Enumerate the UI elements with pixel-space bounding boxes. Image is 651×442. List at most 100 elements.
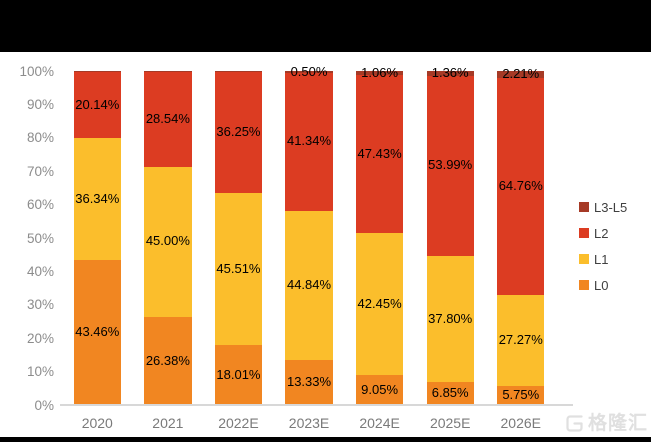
x-axis-line (60, 404, 573, 406)
data-label-L3-L5-2024E: 1.06% (361, 64, 399, 80)
bottom-black-bar (0, 437, 651, 442)
legend-label-L0: L0 (594, 277, 609, 293)
y-axis-tick-70pct: 70% (26, 163, 54, 179)
stacked-bar-2020 (73, 71, 121, 405)
data-label-L0-2026E: 5.75% (502, 387, 540, 403)
bar-segment-L0-2024E (355, 374, 404, 405)
stacked-bar-2025E (426, 71, 474, 405)
data-label-L0-2022E: 18.01% (216, 366, 261, 382)
bar-segment-L0-2026E (497, 385, 545, 405)
legend-swatch-L1 (579, 254, 589, 264)
legend-label-L1: L1 (594, 251, 609, 267)
legend-label-L3-L5: L3-L5 (594, 199, 628, 215)
bar-segment-L1-2020 (73, 138, 121, 260)
bar-column-2025E: 6.85% 37.80% 53.99% 1.36% 2025E (415, 65, 486, 430)
legend-item-L2: L2 (579, 223, 627, 243)
bar-segment-L2-2025E (426, 75, 474, 256)
gelonghui-watermark: 格隆汇 (564, 413, 648, 434)
bar-segment-L0-2025E (426, 382, 474, 405)
bar-segment-L2-2022E (214, 71, 263, 193)
y-axis-tick-40pct: 40% (26, 263, 54, 279)
data-label-L0-2024E: 9.05% (361, 381, 399, 397)
data-label-L1-2025E: 37.80% (428, 310, 473, 326)
data-label-L1-2021: 45.00% (145, 233, 190, 249)
gelonghui-logo-text: 格隆汇 (587, 413, 648, 434)
data-label-L2-2021: 28.54% (145, 110, 190, 126)
legend-item-L1: L1 (579, 249, 627, 269)
plot-area: 43.46% 36.34% 20.14% 2020 26.38% 45.00% 28.54%… (62, 64, 556, 430)
bar-column-2023E: 13.33% 44.84% 41.34% 0.50% 2023E (274, 64, 345, 430)
legend-swatch-L0 (579, 280, 589, 290)
data-label-L0-2025E: 6.85% (431, 385, 469, 401)
stacked-bar-2023E (285, 70, 333, 405)
data-label-L2-2020: 20.14% (75, 96, 120, 112)
bar-segment-L2-2024E (355, 74, 404, 233)
y-axis-tick-10pct: 10% (26, 363, 54, 379)
x-axis-label-2026E: 2026E (500, 415, 541, 431)
data-label-L0-2023E: 13.33% (286, 374, 332, 390)
bar-segment-L1-2026E (497, 294, 545, 386)
legend-item-L0: L0 (579, 275, 627, 295)
y-axis-tick-100pct: 100% (19, 63, 54, 79)
bar-segment-L3-L5-2025E (426, 71, 474, 76)
bar-segment-L1-2024E (355, 233, 404, 375)
stacked-bar-2021 (144, 71, 192, 405)
top-black-bar (0, 0, 651, 52)
bar-segment-L1-2021 (144, 166, 192, 317)
y-axis-tick-50pct: 50% (26, 230, 54, 246)
x-axis-label-2025E: 2025E (429, 415, 471, 431)
bar-segment-L0-2020 (73, 259, 121, 405)
data-label-L0-2020: 43.46% (75, 324, 120, 340)
data-label-L2-2023E: 41.34% (286, 133, 332, 149)
stacked-bar-2022E (214, 71, 263, 405)
bar-column-2022E: 18.01% 45.51% 36.25% 2022E (203, 71, 274, 430)
bar-column-2026E: 5.75% 27.27% 64.76% 2.21% 2026E (485, 67, 556, 430)
data-label-L0-2021: 26.38% (145, 352, 190, 368)
y-axis-tick-30pct: 30% (26, 297, 54, 313)
stacked-bar-2024E (355, 71, 404, 405)
stacked-bar-2026E (497, 71, 545, 405)
data-label-L2-2024E: 47.43% (357, 145, 402, 161)
data-label-L3-L5-2026E: 2.21% (502, 66, 540, 82)
x-axis-label-2020: 2020 (81, 415, 113, 431)
bar-segment-L3-L5-2023E (285, 70, 333, 73)
data-label-L2-2025E: 53.99% (428, 157, 473, 173)
bar-segment-L0-2022E (214, 344, 263, 405)
y-axis-tick-80pct: 80% (26, 130, 54, 146)
bar-segment-L2-2020 (73, 71, 121, 139)
legend-item-L3-L5: L3-L5 (579, 197, 627, 217)
bar-segment-L2-2021 (144, 71, 192, 167)
x-axis-label-2024E: 2024E (359, 415, 400, 431)
bar-segment-L3-L5-2022E (214, 71, 263, 72)
y-axis-tick-0pct: 0% (34, 397, 54, 413)
data-label-L3-L5-2023E: 0.50% (290, 63, 328, 79)
bar-segment-L1-2022E (214, 192, 263, 345)
bar-segment-L1-2023E (285, 210, 333, 361)
bar-segment-L3-L5-2026E (497, 71, 545, 79)
y-axis-tick-90pct: 90% (26, 96, 54, 112)
bar-column-2021: 26.38% 45.00% 28.54% 2021 (133, 71, 204, 430)
bar-segment-L0-2021 (144, 316, 192, 405)
data-label-L3-L5-2025E: 1.36% (431, 65, 469, 81)
legend-label-L2: L2 (594, 225, 609, 241)
data-label-L2-2026E: 64.76% (498, 178, 543, 194)
y-axis: 0% 10% 20% 30% 40% 50% 60% 70% 80% 90% 100% (0, 64, 54, 411)
data-label-L1-2023E: 44.84% (286, 277, 332, 293)
bar-column-2020: 43.46% 36.34% 20.14% 2020 (62, 71, 133, 430)
bar-segment-L2-2026E (497, 78, 545, 295)
x-axis-label-2022E: 2022E (218, 415, 259, 431)
x-axis-label-2021: 2021 (152, 415, 184, 431)
y-axis-tick-20pct: 20% (26, 330, 54, 346)
data-label-L1-2026E: 27.27% (498, 332, 543, 348)
bar-segment-L0-2023E (285, 360, 333, 405)
data-label-L1-2020: 36.34% (75, 191, 120, 207)
bar-column-2024E: 9.05% 42.45% 47.43% 1.06% 2024E (344, 65, 415, 430)
gelonghui-logo-icon (564, 413, 585, 434)
legend: L3-L5 L2 L1 L0 (579, 197, 627, 301)
bar-segment-L3-L5-2024E (355, 71, 404, 75)
data-label-L1-2024E: 42.45% (357, 295, 402, 311)
legend-swatch-L2 (579, 228, 589, 238)
legend-swatch-L3-L5 (579, 202, 589, 212)
x-axis-label-2023E: 2023E (288, 415, 330, 431)
